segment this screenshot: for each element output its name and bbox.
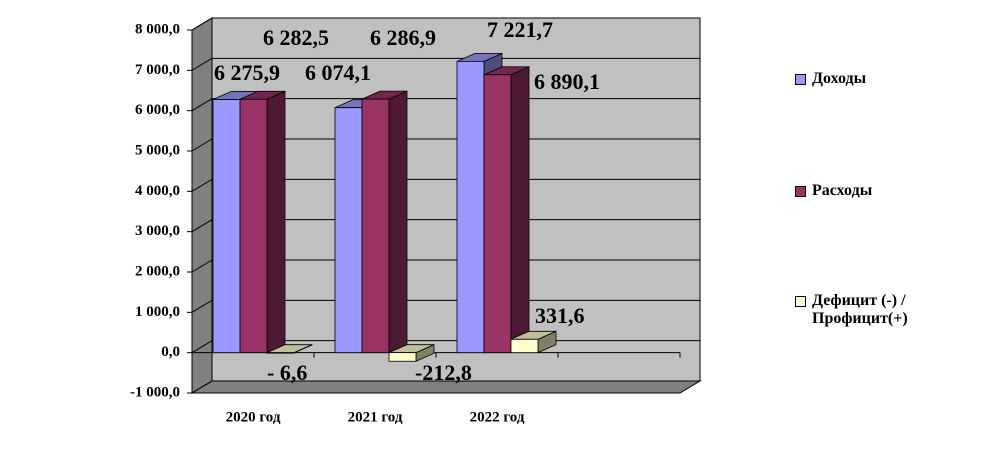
data-label: - 6,6 <box>267 360 307 385</box>
y-tick-label: 5 000,0 <box>135 142 180 158</box>
y-tick-label: 6 000,0 <box>135 102 180 118</box>
legend-swatch <box>795 296 806 307</box>
x-tick-label: 2022 год <box>470 409 525 425</box>
legend-swatch <box>795 186 806 197</box>
x-tick-label: 2021 год <box>348 409 403 425</box>
x-tick-label: 2020 год <box>226 409 281 425</box>
y-tick-label: 1 000,0 <box>135 304 180 320</box>
grid-line <box>191 380 700 394</box>
legend-item: Доходы <box>795 70 965 88</box>
bar <box>388 352 417 362</box>
grid-line <box>191 138 700 152</box>
bar-side <box>510 66 530 354</box>
y-tick-label: 8 000,0 <box>135 21 180 37</box>
legend-label: Дефицит (-) / Профицит(+) <box>812 292 908 327</box>
legend-item: Расходы <box>795 182 965 200</box>
data-label: 6 282,5 <box>263 25 329 50</box>
data-label: 6 890,1 <box>534 69 600 94</box>
grid-line <box>191 57 700 71</box>
data-label: 6 286,9 <box>370 25 436 50</box>
bar-side <box>266 90 286 354</box>
data-label: 6 275,9 <box>214 60 280 85</box>
y-tick-label: -1 000,0 <box>130 384 180 400</box>
legend-swatch <box>795 74 806 85</box>
bar <box>239 98 268 354</box>
y-tick-label: 0,0 <box>161 344 180 360</box>
bar <box>510 338 539 354</box>
bar <box>334 107 363 354</box>
grid-line <box>191 219 700 233</box>
legend-label: Доходы <box>812 70 867 87</box>
grid-line <box>191 178 700 192</box>
grid-line <box>191 98 700 112</box>
data-label: 331,6 <box>535 303 585 328</box>
y-tick-label: 7 000,0 <box>135 62 180 78</box>
data-label: -212,8 <box>415 360 472 385</box>
bar <box>266 352 295 354</box>
grid-line <box>191 299 700 313</box>
bar <box>361 98 390 354</box>
data-label: 7 221,7 <box>487 17 553 42</box>
data-label: 6 074,1 <box>305 60 371 85</box>
grid-line <box>191 17 700 31</box>
bar <box>483 74 512 354</box>
bar-side <box>388 90 408 354</box>
grid-line <box>191 259 700 273</box>
bar <box>212 99 241 354</box>
side-wall <box>191 17 213 394</box>
y-tick-label: 3 000,0 <box>135 223 180 239</box>
legend-label: Расходы <box>812 182 873 199</box>
bar <box>456 60 485 354</box>
y-tick-label: 4 000,0 <box>135 183 180 199</box>
y-tick-label: 2 000,0 <box>135 263 180 279</box>
legend-item: Дефицит (-) / Профицит(+) <box>795 292 965 328</box>
